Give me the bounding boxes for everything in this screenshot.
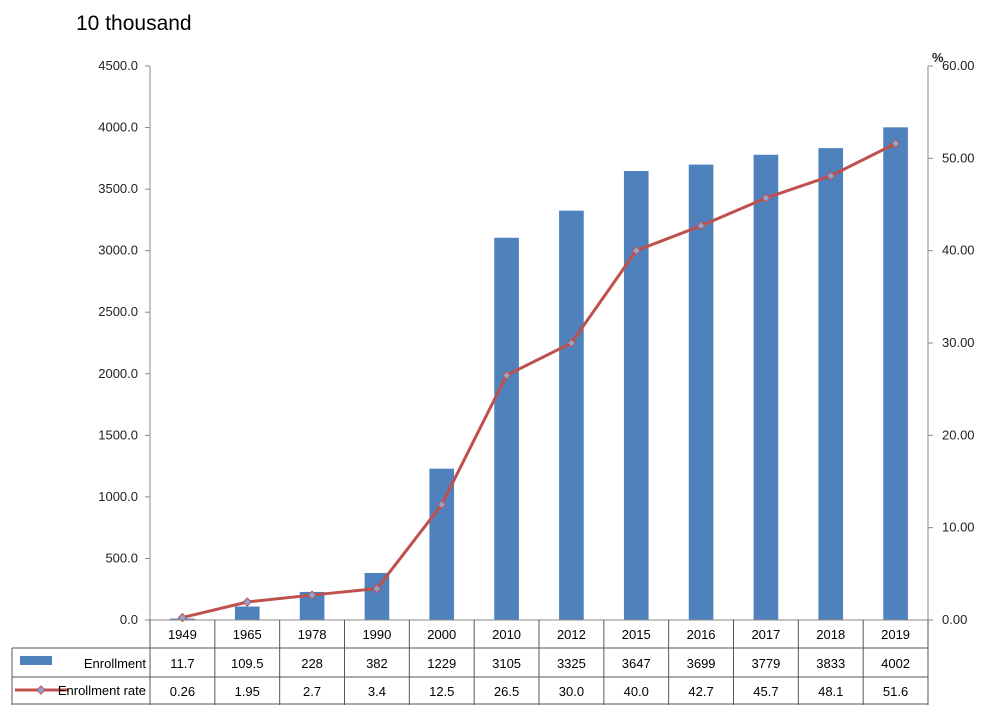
enrollment-bar: [623, 171, 649, 620]
enrollment-rate-point: [307, 590, 317, 600]
x-axis-category-label: 2019: [881, 627, 910, 642]
enrollment-rate-value-cell: 48.1: [818, 684, 843, 699]
left-axis-tick-label: 1500.0: [98, 427, 138, 442]
enrollment-bar: [429, 468, 455, 620]
legend-label-enrollment: Enrollment: [84, 656, 147, 671]
enrollment-rate-value-cell: 1.95: [235, 684, 260, 699]
left-axis-tick-label: 2000.0: [98, 366, 138, 381]
right-axis-unit: %: [932, 50, 944, 65]
enrollment-bar: [753, 154, 779, 620]
enrollment-rate-point: [372, 583, 382, 594]
legend-label-enrollment-rate: Enrollment rate: [58, 683, 146, 698]
enrollment-rate-point: [242, 597, 252, 607]
enrollment-value-cell: 4002: [881, 656, 910, 671]
enrollment-rate-value-cell: 30.0: [559, 684, 584, 699]
x-axis-category-label: 2012: [557, 627, 586, 642]
enrollment-rate-value-cell: 45.7: [753, 684, 778, 699]
x-axis-category-label: 2016: [687, 627, 716, 642]
enrollment-rate-point: [566, 338, 577, 348]
left-axis-tick-label: 500.0: [105, 550, 138, 565]
right-axis-tick-label: 10.00: [942, 520, 975, 535]
enrollment-rate-value-cell: 40.0: [624, 684, 649, 699]
left-axis-tick-label: 4500.0: [98, 58, 138, 73]
enrollment-bar: [818, 148, 844, 620]
enrollment-value-cell: 109.5: [231, 656, 264, 671]
right-axis-tick-label: 50.00: [942, 150, 975, 165]
enrollment-value-cell: 3647: [622, 656, 651, 671]
enrollment-value-cell: 3105: [492, 656, 521, 671]
enrollment-value-cell: 3325: [557, 656, 586, 671]
enrollment-rate-value-cell: 3.4: [368, 684, 386, 699]
enrollment-value-cell: 3699: [687, 656, 716, 671]
x-axis-category-label: 2015: [622, 627, 651, 642]
left-axis-tick-label: 0.0: [120, 612, 138, 627]
enrollment-rate-point: [696, 221, 706, 231]
enrollment-rate-point: [631, 245, 641, 256]
enrollment-rate-value-cell: 2.7: [303, 684, 321, 699]
enrollment-value-cell: 3779: [751, 656, 780, 671]
legend-key-enrollment-rate-marker: [36, 685, 46, 695]
x-axis-category-label: 2000: [427, 627, 456, 642]
enrollment-value-cell: 11.7: [170, 656, 194, 671]
enrollment-value-cell: 382: [366, 656, 388, 671]
x-axis-category-label: 1965: [233, 627, 262, 642]
enrollment-rate-value-cell: 51.6: [883, 684, 908, 699]
left-axis-tick-label: 4000.0: [98, 120, 138, 135]
enrollment-rate-point: [501, 370, 512, 381]
enrollment-rate-value-cell: 42.7: [688, 684, 713, 699]
legend-key-enrollment: [20, 656, 52, 665]
right-axis-tick-label: 20.00: [942, 427, 975, 442]
left-axis-tick-label: 3000.0: [98, 243, 138, 258]
right-axis-tick-label: 60.00: [942, 58, 975, 73]
enrollment-value-cell: 1229: [427, 656, 456, 671]
x-axis-category-label: 1990: [362, 627, 391, 642]
enrollment-bar: [688, 164, 714, 620]
left-axis-unit: 10 thousand: [76, 12, 192, 35]
enrollment-bar: [234, 606, 260, 620]
right-axis-tick-label: 40.00: [942, 243, 975, 258]
enrollment-bar: [559, 210, 584, 620]
enrollment-rate-value-cell: 26.5: [494, 684, 519, 699]
x-axis-category-label: 1949: [168, 627, 197, 642]
enrollment-rate-point: [437, 499, 447, 510]
enrollment-rate-point: [890, 138, 901, 149]
right-axis-tick-label: 0.00: [942, 612, 967, 627]
x-axis-category-label: 1978: [298, 627, 327, 642]
x-axis-category-label: 2017: [751, 627, 780, 642]
left-axis-tick-label: 1000.0: [98, 489, 138, 504]
enrollment-rate-line: [182, 142, 897, 620]
x-axis-category-label: 2018: [816, 627, 845, 642]
enrollment-rate-value-cell: 12.5: [429, 684, 454, 699]
right-axis-tick-label: 30.00: [942, 335, 975, 350]
enrollment-bar: [364, 572, 390, 620]
enrollment-bar: [883, 127, 908, 621]
enrollment-bar: [494, 237, 519, 621]
left-axis-tick-label: 3500.0: [98, 181, 138, 196]
enrollment-rate-value-cell: 0.26: [170, 684, 195, 699]
enrollment-value-cell: 3833: [816, 656, 845, 671]
enrollment-value-cell: 228: [301, 656, 323, 671]
x-axis-category-label: 2010: [492, 627, 521, 642]
enrollment-rate-point: [761, 193, 771, 203]
left-axis-tick-label: 2500.0: [98, 304, 138, 319]
enrollment-rate-point: [826, 171, 836, 181]
